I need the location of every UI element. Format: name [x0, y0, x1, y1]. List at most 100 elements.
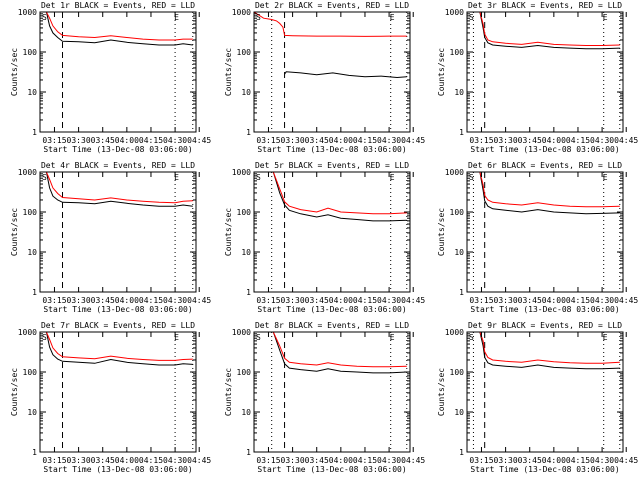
x-axis-label: Start Time (13-Dec-08 03:06:00): [43, 145, 192, 154]
x-tick-label: 03:30: [67, 456, 91, 465]
lld-series-line: [40, 172, 193, 204]
y-tick-label: 10: [241, 248, 251, 257]
x-tick-label: 03:45: [91, 296, 115, 305]
x-tick-label: 04:30: [377, 456, 401, 465]
x-tick-label: 04:15: [566, 296, 590, 305]
panel-det-7: Det 7r BLACK = Events, RED = LLD S E 1 10 100…: [10, 321, 211, 474]
start-marker-label: S: [469, 333, 474, 342]
x-tick-label: 03:45: [518, 296, 542, 305]
panel-title: Det 3r BLACK = Events, RED = LLD: [468, 1, 622, 10]
panel-title: Det 8r BLACK = Events, RED = LLD: [255, 321, 409, 330]
x-tick-label: 04:00: [542, 456, 566, 465]
x-tick-label: 04:00: [329, 296, 353, 305]
end-marker-label: E: [603, 333, 608, 342]
x-tick-label: 03:30: [281, 456, 305, 465]
x-tick-label: 04:00: [329, 136, 353, 145]
x-tick-label: 03:45: [518, 456, 542, 465]
series-group: [254, 172, 407, 222]
y-axis-label: Counts/sec: [10, 48, 19, 96]
y-tick-label: 100: [237, 208, 252, 217]
x-tick-label: 03:30: [67, 136, 91, 145]
x-axis-label: Start Time (13-Dec-08 03:06:00): [257, 145, 406, 154]
x-tick-label: 03:15: [42, 296, 66, 305]
lld-series-line: [40, 332, 193, 361]
x-axis-label: Start Time (13-Dec-08 03:06:00): [257, 465, 406, 474]
events-series-line: [467, 12, 620, 50]
x-tick-label: 04:45: [614, 136, 638, 145]
x-tick-label: 03:15: [256, 456, 280, 465]
x-axis-label: Start Time (13-Dec-08 03:06:00): [43, 465, 192, 474]
lld-series-line: [467, 12, 620, 46]
plot-frame: [466, 331, 624, 453]
x-tick-label: 04:45: [187, 296, 211, 305]
x-tick-label: 03:15: [42, 456, 66, 465]
x-tick-label: 04:45: [614, 296, 638, 305]
panel-det-1: Det 1r BLACK = Events, RED = LLD S E 1 10 100…: [10, 1, 211, 154]
end-marker-label: E: [390, 333, 395, 342]
x-tick-label: 03:30: [67, 296, 91, 305]
series-group: [467, 12, 620, 50]
y-tick-label: 100: [23, 48, 38, 57]
lld-series-line: [467, 172, 620, 208]
y-tick-label: 1: [32, 448, 37, 457]
start-marker-label: S: [469, 173, 474, 182]
panel-title: Det 9r BLACK = Events, RED = LLD: [468, 321, 622, 330]
plot-frame: [253, 331, 411, 453]
plot-frame: [253, 171, 411, 293]
events-series-line: [467, 172, 620, 215]
plot-frame: [466, 11, 624, 133]
y-tick-label: 1000: [445, 168, 464, 177]
x-tick-label: 04:30: [590, 296, 614, 305]
x-tick-label: 03:45: [305, 136, 329, 145]
panel-det-6: Det 6r BLACK = Events, RED = LLD S E 1 10 100…: [437, 161, 638, 314]
y-tick-label: 1000: [18, 168, 37, 177]
events-series-line: [40, 332, 193, 366]
y-tick-label: 10: [27, 88, 37, 97]
events-series-line: [40, 172, 193, 207]
y-tick-label: 10: [454, 408, 464, 417]
panel-title: Det 1r BLACK = Events, RED = LLD: [41, 1, 195, 10]
series-group: [254, 332, 407, 374]
y-tick-label: 100: [23, 368, 38, 377]
y-tick-label: 1: [246, 288, 251, 297]
x-axis-label: Start Time (13-Dec-08 03:06:00): [257, 305, 406, 314]
x-tick-label: 04:00: [542, 136, 566, 145]
series-group: [40, 332, 193, 366]
start-marker-label: S: [42, 13, 47, 22]
y-axis-label: Counts/sec: [224, 208, 233, 256]
y-tick-label: 100: [450, 368, 465, 377]
x-tick-label: 04:15: [353, 136, 377, 145]
x-tick-label: 03:30: [494, 136, 518, 145]
x-tick-label: 04:00: [115, 456, 139, 465]
y-axis-label: Counts/sec: [437, 208, 446, 256]
x-tick-label: 04:15: [353, 296, 377, 305]
x-tick-label: 04:15: [139, 136, 163, 145]
events-series-line: [467, 332, 620, 370]
end-marker-label: E: [603, 173, 608, 182]
y-tick-label: 1000: [18, 328, 37, 337]
start-marker-label: S: [42, 333, 47, 342]
plot-frame: [39, 171, 197, 293]
start-marker-label: S: [42, 173, 47, 182]
start-marker-label: S: [256, 13, 261, 22]
x-tick-label: 03:30: [281, 136, 305, 145]
x-tick-label: 03:30: [494, 456, 518, 465]
x-tick-label: 04:45: [187, 456, 211, 465]
x-tick-label: 03:15: [469, 456, 493, 465]
y-axis-label: Counts/sec: [224, 48, 233, 96]
x-tick-label: 03:45: [91, 456, 115, 465]
events-series-line: [254, 172, 407, 222]
plot-frame: [253, 11, 411, 133]
start-marker-label: S: [469, 13, 474, 22]
y-tick-label: 1: [32, 128, 37, 137]
end-marker-label: E: [390, 13, 395, 22]
x-tick-label: 03:15: [42, 136, 66, 145]
x-tick-label: 04:00: [542, 296, 566, 305]
y-tick-label: 100: [23, 208, 38, 217]
x-axis-label: Start Time (13-Dec-08 03:06:00): [470, 465, 619, 474]
x-tick-label: 04:30: [590, 456, 614, 465]
x-tick-label: 04:00: [329, 456, 353, 465]
start-marker-label: S: [256, 333, 261, 342]
x-tick-label: 04:45: [401, 136, 425, 145]
